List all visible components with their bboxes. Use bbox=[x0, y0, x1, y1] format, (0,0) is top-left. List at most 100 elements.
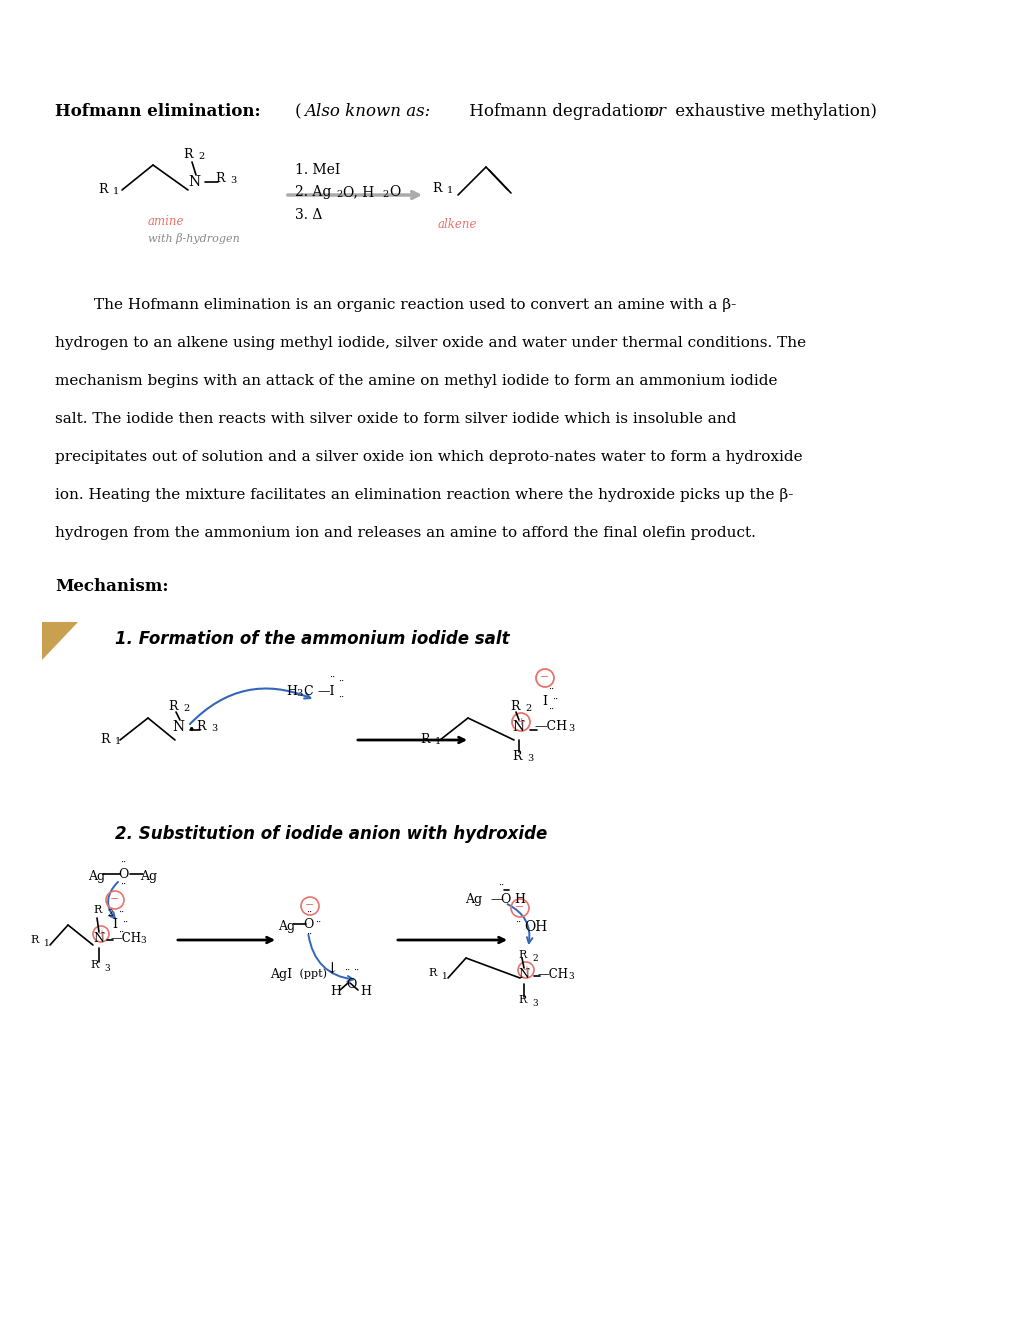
FancyArrowPatch shape bbox=[108, 882, 118, 919]
Text: amine: amine bbox=[148, 215, 184, 228]
Text: 2: 2 bbox=[107, 909, 112, 917]
Text: R: R bbox=[518, 995, 526, 1005]
Text: The Hofmann elimination is an organic reaction used to convert an amine with a β: The Hofmann elimination is an organic re… bbox=[55, 298, 736, 312]
Text: R: R bbox=[168, 700, 177, 713]
Text: R: R bbox=[432, 182, 441, 195]
Text: Hofmann degradation: Hofmann degradation bbox=[464, 103, 659, 120]
Text: Ag: Ag bbox=[140, 870, 157, 883]
FancyArrowPatch shape bbox=[190, 689, 310, 723]
Text: 2. Ag: 2. Ag bbox=[294, 185, 331, 199]
Text: with β-hydrogen: with β-hydrogen bbox=[148, 234, 239, 244]
Text: ··: ·· bbox=[337, 693, 344, 702]
Text: O: O bbox=[388, 185, 399, 199]
Text: R: R bbox=[98, 183, 107, 195]
Text: N: N bbox=[187, 176, 200, 189]
Text: hydrogen to an alkene using methyl iodide, silver oxide and water under thermal : hydrogen to an alkene using methyl iodid… bbox=[55, 337, 805, 350]
Text: 2: 2 bbox=[335, 190, 342, 199]
Text: ··: ·· bbox=[337, 677, 344, 686]
FancyArrowPatch shape bbox=[308, 935, 353, 982]
Text: ··: ·· bbox=[306, 908, 312, 917]
Text: ··: ·· bbox=[515, 917, 521, 927]
Text: N: N bbox=[93, 932, 104, 945]
Text: —: — bbox=[489, 894, 502, 906]
Text: 3: 3 bbox=[211, 723, 217, 733]
Text: +: + bbox=[517, 717, 526, 727]
Text: OH: OH bbox=[524, 920, 547, 935]
Text: (: ( bbox=[294, 103, 302, 120]
Text: −: − bbox=[110, 894, 119, 904]
Text: 1: 1 bbox=[434, 737, 441, 746]
Text: O: O bbox=[499, 894, 510, 906]
Text: R: R bbox=[93, 906, 101, 915]
Text: hydrogen from the ammonium ion and releases an amine to afford the final olefin : hydrogen from the ammonium ion and relea… bbox=[55, 525, 755, 540]
Text: —I: —I bbox=[317, 685, 334, 698]
Text: (ppt): (ppt) bbox=[296, 968, 327, 978]
Text: —CH: —CH bbox=[534, 719, 567, 733]
Text: 3: 3 bbox=[296, 689, 302, 698]
Text: ··: ·· bbox=[551, 696, 557, 704]
Text: O: O bbox=[303, 917, 313, 931]
Text: ··: ·· bbox=[118, 908, 124, 917]
Text: H: H bbox=[360, 985, 371, 998]
Text: 3: 3 bbox=[104, 964, 109, 973]
Text: 1: 1 bbox=[115, 737, 121, 746]
Text: R: R bbox=[518, 950, 526, 960]
Text: ··: ·· bbox=[353, 966, 359, 975]
Text: 1: 1 bbox=[44, 939, 50, 948]
Text: or: or bbox=[647, 103, 665, 120]
Text: 2: 2 bbox=[198, 152, 204, 161]
Text: mechanism begins with an attack of the amine on methyl iodide to form an ammoniu: mechanism begins with an attack of the a… bbox=[55, 374, 776, 388]
Text: ··: ·· bbox=[315, 917, 321, 927]
Text: 2: 2 bbox=[525, 704, 531, 713]
Text: H: H bbox=[330, 985, 340, 998]
Text: ··: ·· bbox=[122, 917, 128, 927]
Text: precipitates out of solution and a silver oxide ion which deproto-nates water to: precipitates out of solution and a silve… bbox=[55, 450, 802, 465]
Text: ··: ·· bbox=[306, 931, 312, 939]
Text: 1. Formation of the ammonium iodide salt: 1. Formation of the ammonium iodide salt bbox=[115, 630, 510, 648]
Text: Ag: Ag bbox=[278, 920, 294, 933]
Text: ··: ·· bbox=[329, 673, 335, 682]
Text: R: R bbox=[182, 148, 193, 161]
Text: 1: 1 bbox=[441, 972, 447, 981]
Text: ··: ·· bbox=[547, 685, 553, 694]
Text: Hofmann elimination:: Hofmann elimination: bbox=[55, 103, 261, 120]
Text: 3: 3 bbox=[532, 999, 537, 1008]
Text: +: + bbox=[97, 929, 105, 939]
Text: ion. Heating the mixture facilitates an elimination reaction where the hydroxide: ion. Heating the mixture facilitates an … bbox=[55, 488, 793, 502]
Text: 3: 3 bbox=[140, 936, 146, 945]
Text: R: R bbox=[428, 968, 436, 978]
Text: Mechanism:: Mechanism: bbox=[55, 578, 168, 595]
Text: Also known as:: Also known as: bbox=[304, 103, 430, 120]
Text: —CH: —CH bbox=[536, 968, 568, 981]
Text: O: O bbox=[118, 869, 128, 880]
Text: N: N bbox=[518, 968, 529, 981]
Text: O, H: O, H bbox=[342, 185, 374, 199]
Text: −: − bbox=[539, 672, 549, 682]
Text: ↓: ↓ bbox=[326, 964, 338, 977]
Text: R: R bbox=[420, 733, 429, 746]
Text: ··: ·· bbox=[547, 705, 553, 714]
Text: ··: ·· bbox=[343, 966, 350, 975]
Text: 3. Δ: 3. Δ bbox=[294, 209, 322, 222]
Text: I: I bbox=[112, 917, 117, 931]
Text: 3: 3 bbox=[568, 723, 574, 733]
Text: 2: 2 bbox=[382, 190, 388, 199]
Text: 2: 2 bbox=[182, 704, 190, 713]
Text: I: I bbox=[541, 696, 546, 708]
Text: AgI: AgI bbox=[270, 968, 291, 981]
Text: R: R bbox=[100, 733, 109, 746]
Text: −: − bbox=[305, 900, 314, 909]
Text: Ag: Ag bbox=[88, 870, 105, 883]
Text: 1: 1 bbox=[446, 186, 452, 195]
Text: R: R bbox=[196, 719, 205, 733]
Text: ··: ·· bbox=[497, 880, 503, 890]
Text: Ag: Ag bbox=[465, 894, 482, 906]
Text: −: − bbox=[515, 902, 524, 912]
Text: 1: 1 bbox=[113, 187, 119, 195]
Text: N: N bbox=[512, 719, 524, 734]
Text: R: R bbox=[90, 960, 98, 970]
Text: exhaustive methylation): exhaustive methylation) bbox=[669, 103, 876, 120]
Text: R: R bbox=[510, 700, 519, 713]
Text: •: • bbox=[186, 723, 195, 737]
Text: 2. Substitution of iodide anion with hydroxide: 2. Substitution of iodide anion with hyd… bbox=[115, 825, 547, 843]
